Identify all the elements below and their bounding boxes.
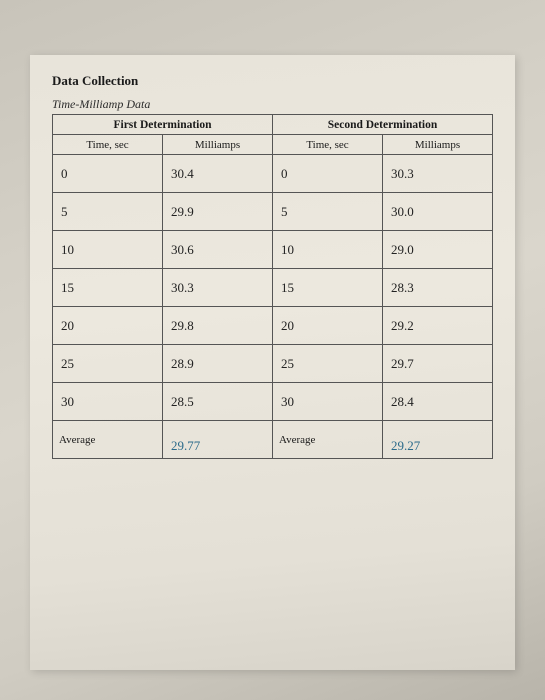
table-row: 5 29.9 5 30.0 — [53, 193, 493, 231]
cell-time: 5 — [273, 193, 383, 231]
page-subheading: Time-Milliamp Data — [52, 97, 493, 112]
cell-milli: 30.3 — [383, 155, 493, 193]
cell-time: 0 — [273, 155, 383, 193]
cell-milli: 29.0 — [383, 231, 493, 269]
cell-milli: 29.7 — [383, 345, 493, 383]
avg-milli-1: 29.77 — [163, 421, 273, 459]
header-first-determination: First Determination — [53, 115, 273, 135]
cell-time: 10 — [53, 231, 163, 269]
cell-milli: 29.2 — [383, 307, 493, 345]
cell-time: 30 — [273, 383, 383, 421]
table-row: 20 29.8 20 29.2 — [53, 307, 493, 345]
table-row: 15 30.3 15 28.3 — [53, 269, 493, 307]
col-time-1: Time, sec — [53, 135, 163, 155]
cell-milli: 29.9 — [163, 193, 273, 231]
cell-time: 20 — [273, 307, 383, 345]
cell-time: 30 — [53, 383, 163, 421]
cell-time: 0 — [53, 155, 163, 193]
table-row: 0 30.4 0 30.3 — [53, 155, 493, 193]
cell-time: 25 — [273, 345, 383, 383]
cell-time: 20 — [53, 307, 163, 345]
avg-label-2: Average — [273, 421, 383, 459]
cell-milli: 28.3 — [383, 269, 493, 307]
cell-milli: 29.8 — [163, 307, 273, 345]
worksheet-page: Data Collection Time-Milliamp Data First… — [30, 55, 515, 670]
header-second-determination: Second Determination — [273, 115, 493, 135]
col-time-2: Time, sec — [273, 135, 383, 155]
cell-milli: 30.0 — [383, 193, 493, 231]
cell-time: 15 — [273, 269, 383, 307]
col-milli-1: Milliamps — [163, 135, 273, 155]
cell-milli: 28.5 — [163, 383, 273, 421]
cell-milli: 30.4 — [163, 155, 273, 193]
cell-time: 10 — [273, 231, 383, 269]
table-row: 25 28.9 25 29.7 — [53, 345, 493, 383]
cell-milli: 30.3 — [163, 269, 273, 307]
table-row: 10 30.6 10 29.0 — [53, 231, 493, 269]
avg-label-1: Average — [53, 421, 163, 459]
cell-time: 25 — [53, 345, 163, 383]
cell-time: 15 — [53, 269, 163, 307]
table-row-average: Average 29.77 Average 29.27 — [53, 421, 493, 459]
data-table: First Determination Second Determination… — [52, 114, 493, 459]
cell-milli: 28.9 — [163, 345, 273, 383]
cell-time: 5 — [53, 193, 163, 231]
col-milli-2: Milliamps — [383, 135, 493, 155]
table-row: 30 28.5 30 28.4 — [53, 383, 493, 421]
page-heading: Data Collection — [52, 73, 493, 89]
cell-milli: 28.4 — [383, 383, 493, 421]
avg-milli-2: 29.27 — [383, 421, 493, 459]
cell-milli: 30.6 — [163, 231, 273, 269]
